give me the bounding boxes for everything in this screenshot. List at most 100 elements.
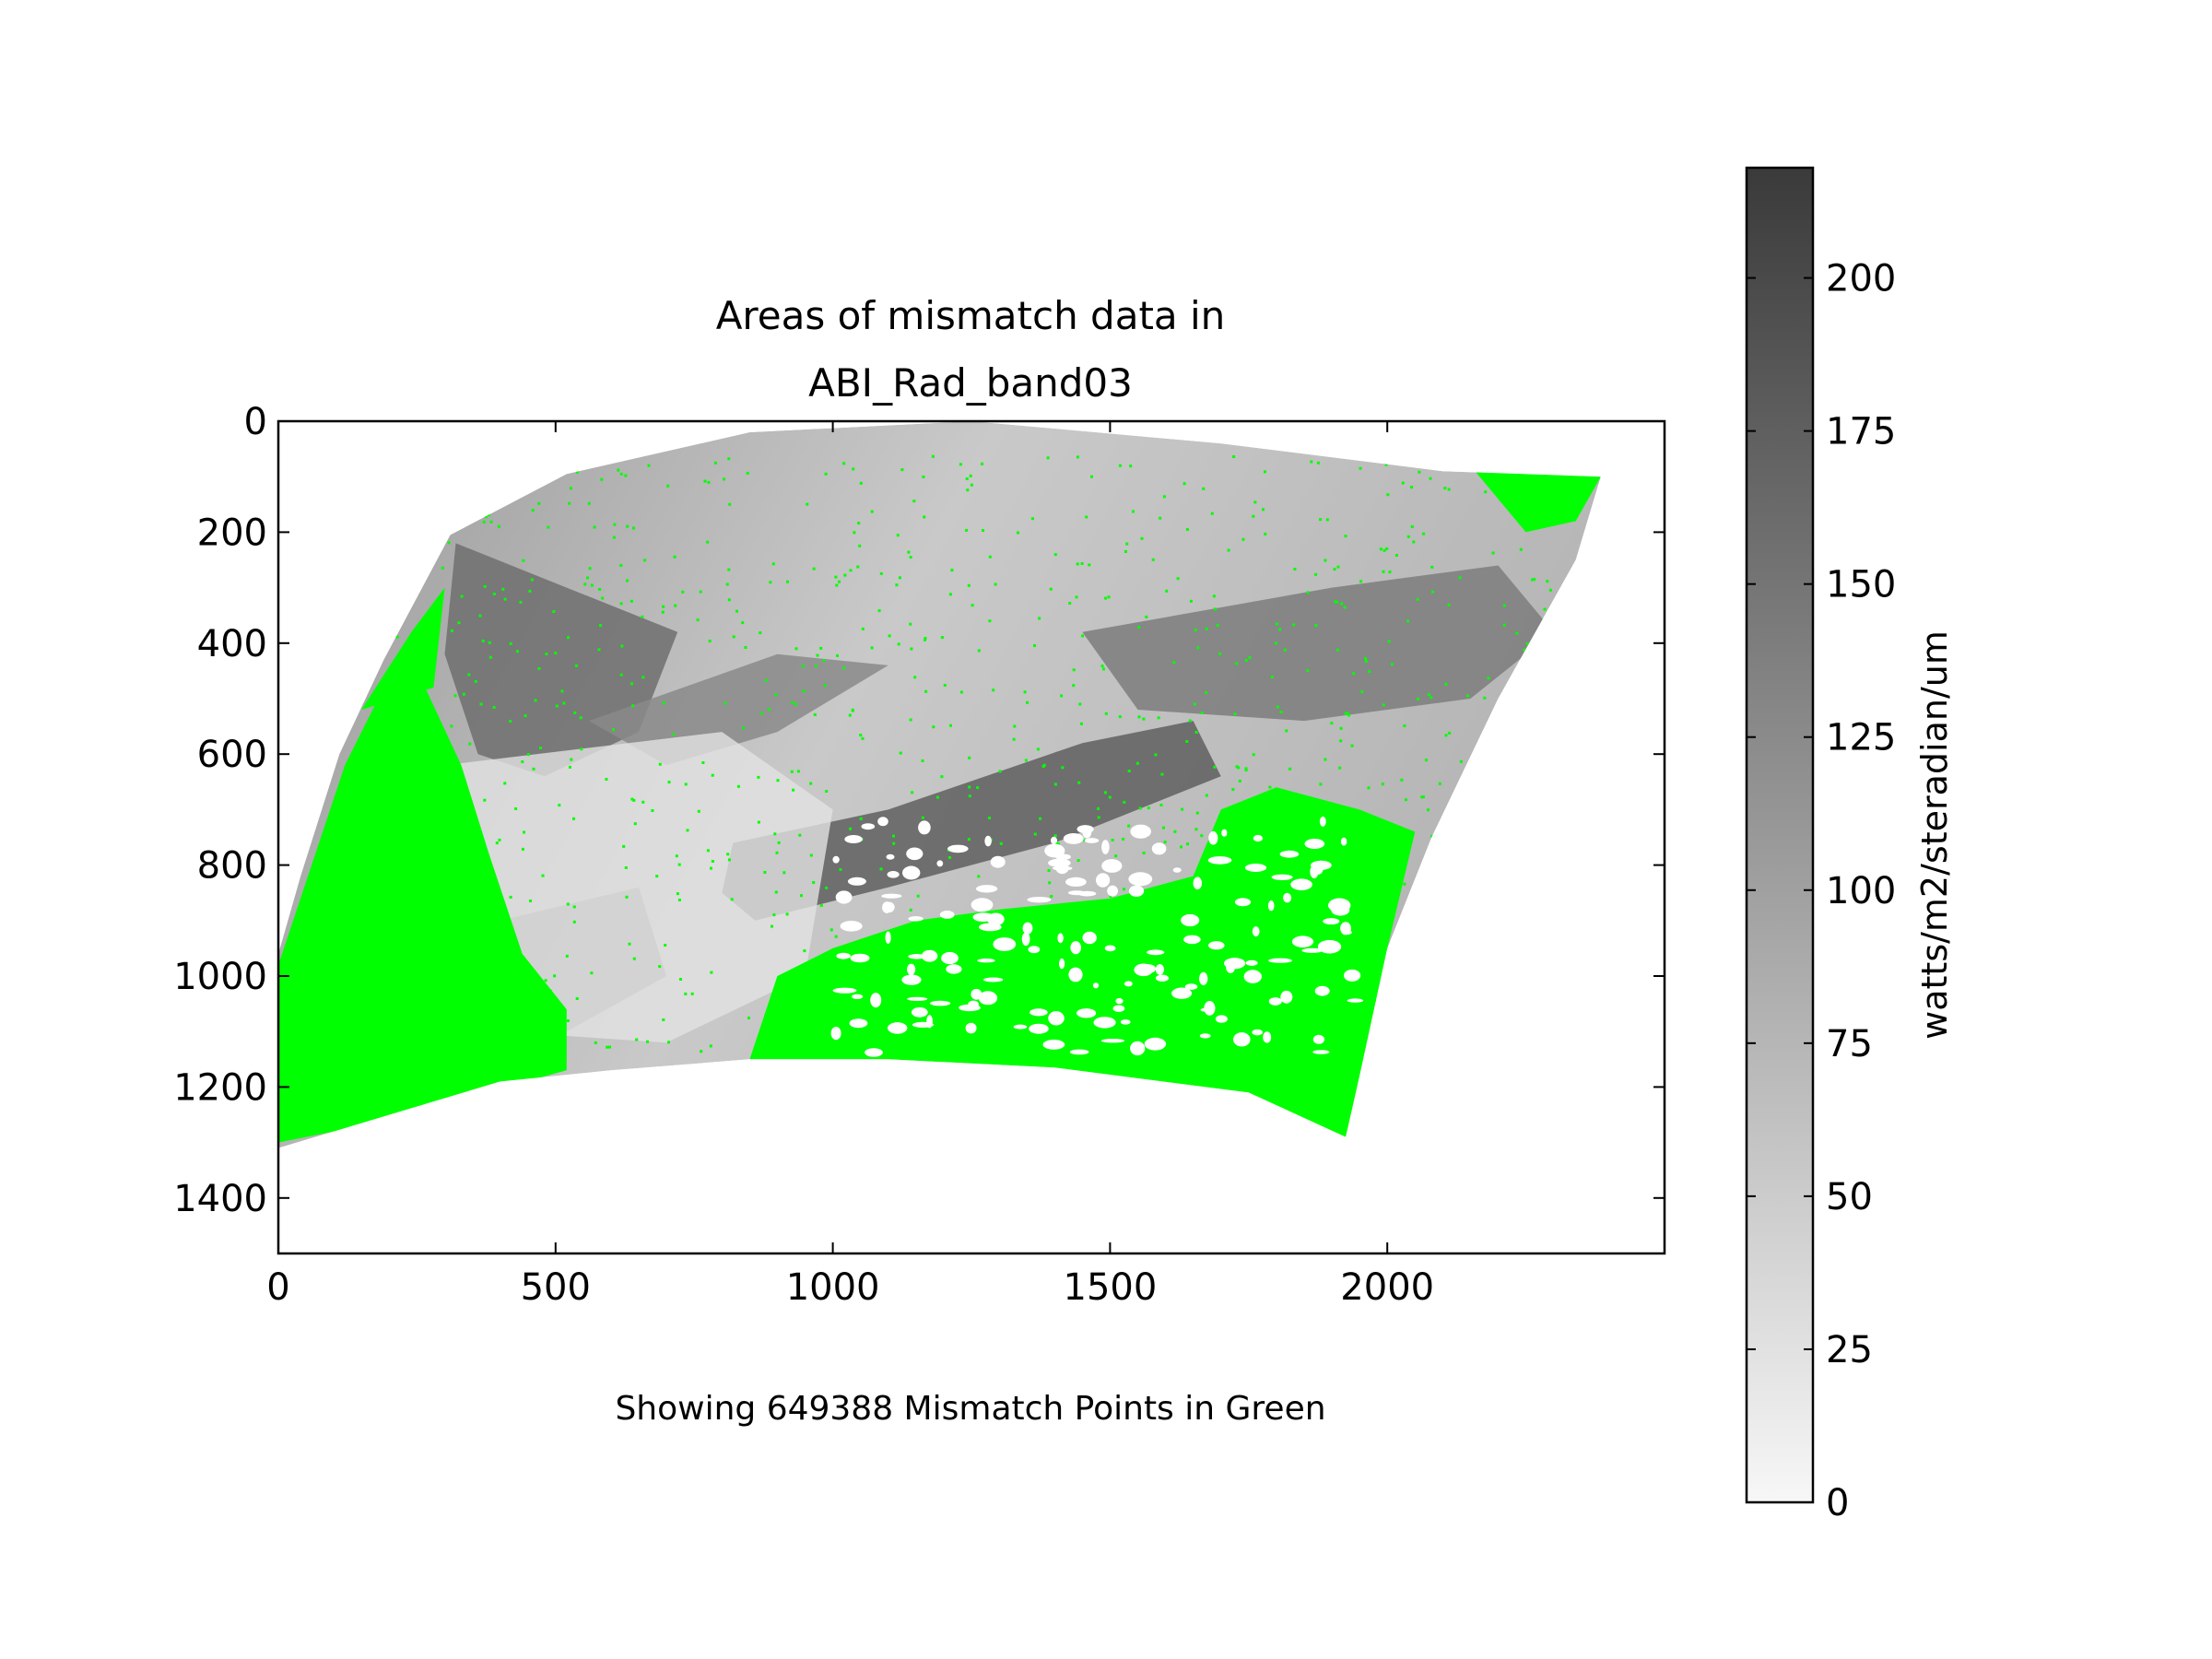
data-gap [1022, 922, 1033, 935]
data-gap [865, 1048, 883, 1057]
mismatch-speckle [940, 636, 944, 640]
data-gap [835, 890, 853, 904]
mismatch-speckle [1360, 690, 1364, 694]
mismatch-speckle [1189, 599, 1193, 603]
mismatch-speckle [1048, 881, 1052, 885]
mismatch-speckle [812, 567, 816, 571]
mismatch-speckle [1238, 990, 1241, 994]
mismatch-speckle [450, 629, 453, 632]
mismatch-speckle [1368, 862, 1371, 865]
mismatch-speckle [900, 946, 904, 949]
mismatch-speckle [732, 635, 735, 639]
mismatch-speckle [483, 584, 487, 588]
mismatch-speckle [877, 609, 881, 613]
mismatch-speckle [1266, 933, 1270, 936]
mismatch-speckle [724, 701, 727, 705]
mismatch-speckle [1507, 861, 1511, 865]
mismatch-speckle [1334, 600, 1337, 604]
mismatch-speckle [929, 1055, 933, 1059]
data-gap [1252, 1029, 1263, 1036]
mismatch-speckle [392, 768, 394, 771]
mismatch-speckle [580, 747, 583, 751]
mismatch-speckle [1391, 1012, 1394, 1016]
mismatch-speckle [413, 1004, 417, 1007]
mismatch-speckle [967, 583, 971, 587]
mismatch-speckle [1341, 1010, 1345, 1014]
data-gap [926, 1015, 933, 1029]
mismatch-speckle [1451, 1008, 1454, 1012]
mismatch-speckle [1176, 577, 1180, 581]
mismatch-speckle [1248, 656, 1252, 659]
mismatch-speckle [1118, 715, 1122, 719]
data-gap [850, 953, 870, 963]
mismatch-speckle [432, 537, 436, 541]
mismatch-speckle [730, 898, 734, 901]
mismatch-speckle [462, 882, 465, 886]
mismatch-speckle [1371, 832, 1374, 836]
mismatch-speckle [861, 627, 865, 630]
mismatch-speckle [913, 676, 917, 679]
mismatch-speckle [667, 781, 671, 784]
mismatch-speckle [809, 853, 813, 857]
mismatch-speckle [926, 1007, 930, 1011]
colorbar-tick-label: 25 [1826, 1329, 1873, 1371]
data-gap [1144, 1037, 1167, 1051]
mismatch-speckle [909, 556, 912, 559]
mismatch-speckle [1268, 914, 1272, 918]
mismatch-speckle [767, 708, 771, 712]
mismatch-speckle [848, 713, 852, 717]
mismatch-speckle [446, 746, 450, 749]
mismatch-speckle [553, 974, 557, 978]
data-gap [1314, 985, 1330, 996]
mismatch-speckle [624, 866, 628, 869]
mismatch-speckle [1182, 981, 1185, 984]
mismatch-speckle [666, 484, 670, 488]
mismatch-speckle [1402, 868, 1406, 872]
data-gap [1344, 969, 1361, 982]
mismatch-speckle [548, 989, 552, 993]
data-gap [1234, 898, 1252, 907]
mismatch-speckle [727, 858, 731, 862]
mismatch-speckle [477, 455, 481, 459]
mismatch-speckle [588, 567, 592, 571]
mismatch-speckle [852, 467, 855, 471]
mismatch-speckle [1292, 623, 1296, 627]
mismatch-speckle [1012, 737, 1016, 741]
mismatch-speckle [436, 862, 440, 865]
mismatch-speckle [545, 653, 548, 655]
mismatch-speckle [1233, 712, 1237, 716]
data-gap [1268, 997, 1282, 1006]
mismatch-speckle [1382, 703, 1385, 707]
mismatch-speckle [1212, 594, 1216, 598]
mismatch-speckle [558, 804, 561, 807]
mismatch-speckle [1210, 512, 1214, 515]
mismatch-speckle [1447, 488, 1451, 491]
mismatch-speckle [1185, 528, 1189, 531]
mismatch-speckle [700, 1050, 703, 1053]
mismatch-speckle [970, 483, 973, 487]
mismatch-speckle [1335, 815, 1337, 818]
y-tick-label: 200 [197, 512, 267, 554]
data-gap [908, 954, 926, 959]
mismatch-speckle [802, 689, 806, 693]
mismatch-speckle [1255, 1027, 1259, 1030]
mismatch-speckle [556, 1042, 559, 1046]
mismatch-speckle [1464, 875, 1467, 877]
mismatch-speckle [1033, 644, 1036, 647]
mismatch-speckle [1500, 488, 1504, 492]
mismatch-speckle [1023, 690, 1027, 694]
mismatch-speckle [849, 827, 853, 830]
mismatch-speckle [1027, 980, 1030, 982]
mismatch-speckle [998, 770, 1002, 773]
cloud-band [1082, 565, 1554, 722]
mismatch-speckle [1406, 619, 1410, 623]
mismatch-speckle [547, 525, 550, 529]
mismatch-speckle [1532, 658, 1535, 662]
mismatch-speckle [1414, 991, 1418, 994]
mismatch-speckle [1306, 591, 1310, 594]
mismatch-speckle [827, 985, 830, 988]
mismatch-speckle [1275, 1046, 1278, 1050]
mismatch-speckle [641, 615, 644, 618]
mismatch-speckle [1159, 516, 1162, 520]
mismatch-speckle [1519, 719, 1523, 723]
